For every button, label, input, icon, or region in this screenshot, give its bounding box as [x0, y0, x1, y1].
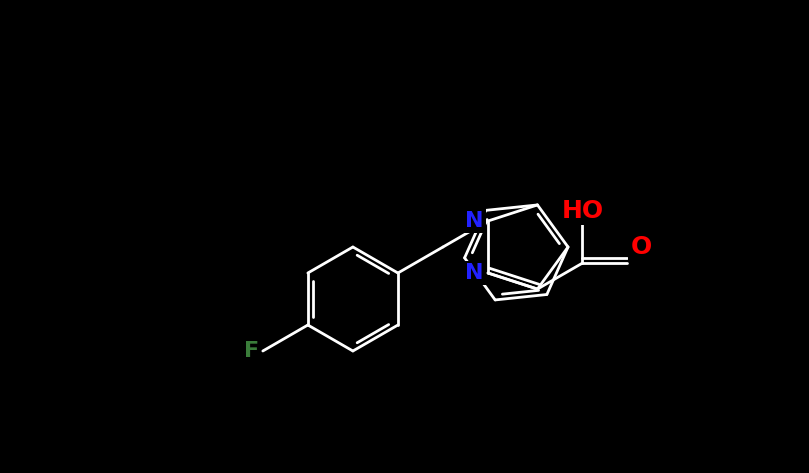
- Text: O: O: [631, 235, 652, 259]
- Text: N: N: [465, 211, 484, 231]
- Text: HO: HO: [561, 199, 604, 223]
- Text: F: F: [244, 341, 259, 361]
- Text: N: N: [465, 263, 484, 283]
